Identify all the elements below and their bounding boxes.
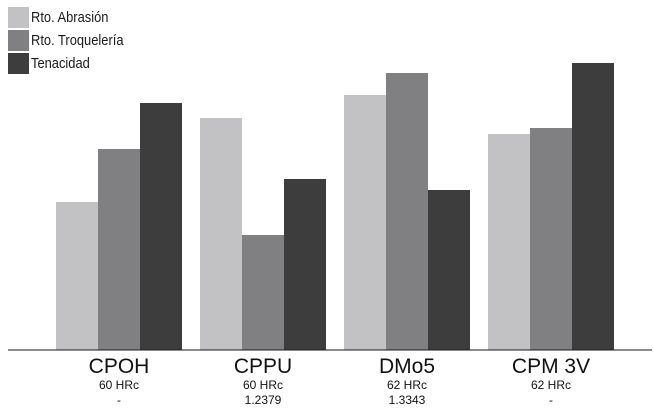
category-code-cppu: 1.2379	[245, 393, 282, 407]
chart-legend: Rto. Abrasión Rto. Troquelería Tenacidad	[8, 6, 139, 75]
category-label-cpoh: CPOH	[89, 355, 150, 378]
category-label-cpm-3v: CPM 3V	[512, 355, 590, 378]
legend-item-troqueleria: Rto. Troquelería	[8, 29, 139, 52]
legend-swatch-troqueleria	[8, 30, 29, 51]
bar-cpoh-tenacidad	[140, 103, 182, 350]
bar-cpoh-rto-troqueler-a	[98, 149, 140, 350]
legend-swatch-tenacidad	[8, 53, 29, 74]
bar-dmo5-tenacidad	[428, 190, 470, 350]
bar-cppu-tenacidad	[284, 179, 326, 350]
category-code-cpm-3v: -	[549, 393, 553, 407]
bar-cppu-rto-troqueler-a	[242, 235, 284, 350]
category-code-cpoh: -	[117, 393, 121, 407]
category-label-cppu: CPPU	[234, 355, 292, 378]
bar-cpm-3v-tenacidad	[572, 63, 614, 350]
bar-cpm-3v-rto-troqueler-a	[530, 128, 572, 350]
bar-cpoh-rto-abrasi-n	[56, 202, 98, 350]
category-code-dmo5: 1.3343	[389, 393, 426, 407]
legend-item-tenacidad: Tenacidad	[8, 52, 139, 75]
category-label-dmo5: DMo5	[379, 355, 435, 378]
bar-dmo5-rto-troqueler-a	[386, 73, 428, 350]
legend-label-tenacidad: Tenacidad	[31, 55, 90, 72]
category-hardness-dmo5: 62 HRc	[387, 378, 427, 392]
legend-label-abrasion: Rto. Abrasión	[31, 9, 109, 26]
category-hardness-cppu: 60 HRc	[243, 378, 283, 392]
legend-label-troqueleria: Rto. Troquelería	[31, 32, 124, 49]
bar-dmo5-rto-abrasi-n	[344, 95, 386, 350]
legend-item-abrasion: Rto. Abrasión	[8, 6, 139, 29]
category-hardness-cpm-3v: 62 HRc	[531, 378, 571, 392]
category-hardness-cpoh: 60 HRc	[99, 378, 139, 392]
bar-cppu-rto-abrasi-n	[200, 118, 242, 350]
bar-cpm-3v-rto-abrasi-n	[488, 134, 530, 350]
legend-swatch-abrasion	[8, 7, 29, 28]
